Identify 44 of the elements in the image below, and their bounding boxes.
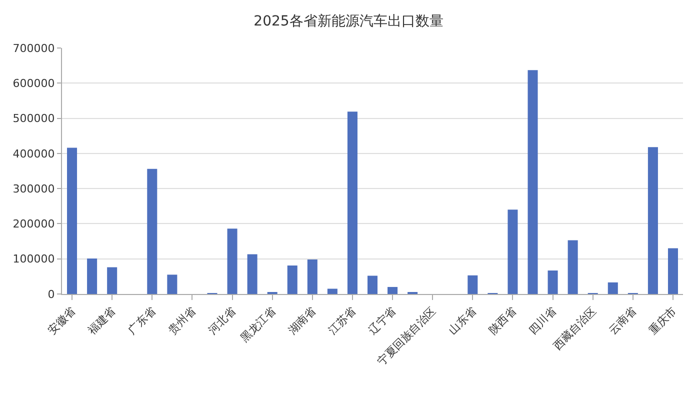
x-tick-label: 安徽省 [46,304,78,338]
x-tick-label: 湖南省 [286,304,318,338]
y-tick-label: 400000 [12,147,55,160]
x-tick-label: 辽宁省 [366,304,399,338]
bar [287,266,298,294]
bar [468,275,478,294]
y-tick-label: 100000 [12,252,55,266]
bar [247,254,258,294]
bar [367,276,378,294]
x-tick-label: 山东省 [446,304,479,338]
y-tick-label: 700000 [12,42,55,55]
bar [227,228,238,294]
x-tick-label: 江苏省 [326,304,358,338]
bar [327,288,338,294]
bar [508,210,518,294]
x-tick-label: 河北省 [206,304,238,338]
y-tick-label: 600000 [12,76,55,90]
x-tick-label: 重庆市 [646,304,679,338]
bar [528,70,538,294]
bar [167,274,178,294]
x-tick-label: 陕西省 [486,304,519,338]
bar [608,282,618,294]
bar [668,248,678,294]
x-tick-label: 云南省 [606,304,639,338]
bar [107,267,118,294]
bar [568,240,578,294]
bar [67,148,78,294]
x-tick-label: 贵州省 [166,304,198,338]
x-tick-label: 广东省 [126,304,158,338]
bar [648,147,658,294]
x-tick-label: 福建省 [86,304,118,338]
y-tick-label: 200000 [12,218,55,231]
bar [388,286,398,294]
bar [307,260,318,294]
y-tick-label: 500000 [12,112,55,126]
y-tick-label: 300000 [12,182,55,196]
bar [548,270,558,294]
chart-title: 2025各省新能源汽车出口数量 [254,14,444,30]
bar [147,168,158,294]
x-tick-label: 黑龙江省 [238,304,278,345]
bar [87,258,98,294]
bar [347,112,358,294]
x-tick-label: 四川省 [526,304,559,338]
y-tick-label: 0 [48,288,55,301]
